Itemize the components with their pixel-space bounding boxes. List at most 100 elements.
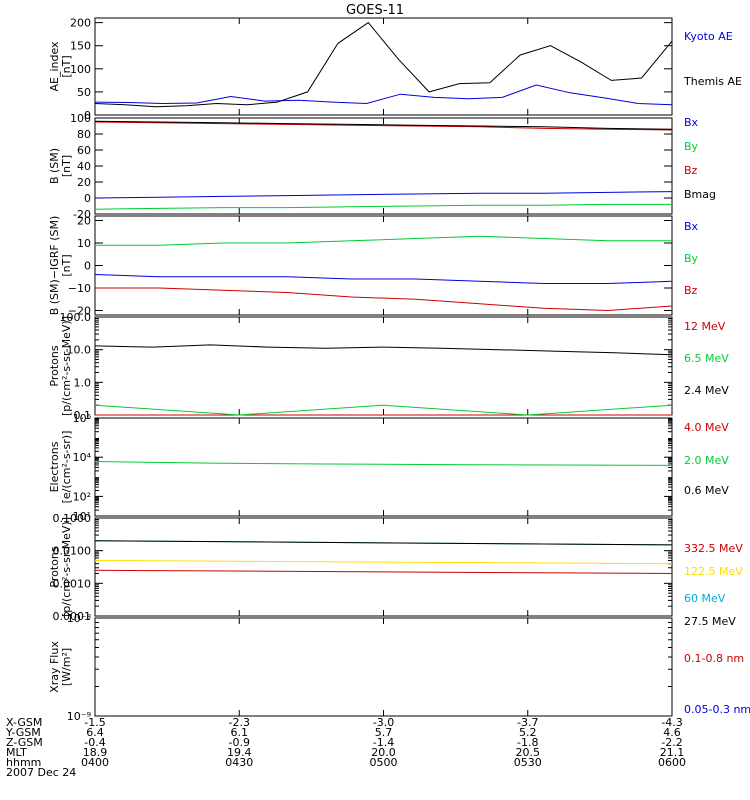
y-tick-label: −20 [68,305,91,318]
series-line-By [94,203,672,210]
legend-label: Kyoto AE [684,30,733,43]
panel-frame [94,617,673,717]
legend-label: Bz [684,164,698,177]
y-tick-label: 50 [77,86,91,99]
series-line-Themis-AE [94,21,673,108]
legend-label: By [684,252,699,265]
legend-label: 4.0 MeV [684,421,729,434]
series-line-122_5-MeV [94,560,673,565]
y-tick-label: 0.1000 [53,512,92,525]
y-tick-label: 10⁴ [73,451,92,464]
panel-frame [94,417,673,517]
y-tick-label: 0 [84,192,91,205]
legend-label: 332.5 MeV [684,542,743,555]
footer-row-label: hhmm [6,756,41,769]
legend-label: 27.5 MeV [684,615,736,628]
series-line-27_5-MeV [94,540,673,546]
y-axis-label: Electrons [48,441,61,492]
panel-4: 0.1 1.0 10.0 100.0 Protons [p/(cm²-s-sr-MeV)]… [48,311,729,422]
footer-row-label: MLT [6,746,27,759]
footer-row-value: -3.7 [517,716,538,729]
y-tick-label: 0 [84,109,91,122]
footer-row-value: 0600 [658,756,686,769]
panel-frame [94,117,673,215]
legend-label: 0.6 MeV [684,484,729,497]
series-line-Bx [94,274,673,284]
y-tick-label: 80 [77,128,91,141]
footer-row-value: 20.5 [516,746,541,759]
footer-row-value: 20.0 [371,746,396,759]
legend-label: 2.0 MeV [684,454,729,467]
y-axis-label: [nT] [60,254,73,276]
series-line-Bmag [94,120,673,130]
y-axis-label: [nT] [60,155,73,177]
footer-row-label: Z-GSM [6,736,43,749]
y-tick-label: 10² [73,490,91,503]
footer-row-value: -1.8 [517,736,538,749]
y-tick-label: 10 [77,237,91,250]
y-tick-label: 200 [70,17,91,30]
series-line-6_5-MeV [94,404,673,416]
legend-label: 12 MeV [684,320,726,333]
y-tick-label: 10⁻⁹ [67,710,91,723]
footer-date: 2007 Dec 24 [6,766,76,779]
footer-row-value: 0500 [370,756,398,769]
y-tick-label: 150 [70,40,91,53]
footer-row-value: 0430 [225,756,253,769]
footer-row-value: 21.1 [660,746,685,759]
legend-label: 2.4 MeV [684,384,729,397]
y-axis-label: B (SM)−IGRF (SM) [48,216,61,316]
footer-row-value: -1.4 [373,736,394,749]
panel-1: 0 50 100 150 200 AE_index [nT] Kyoto AE Themis A… [48,17,742,122]
y-tick-label: 0.0100 [53,545,92,558]
footer-row-value: -0.4 [84,736,105,749]
y-axis-label: [W/m²] [60,648,73,686]
y-tick-label: 0.0001 [53,610,92,623]
legend-label: Bz [684,284,698,297]
legend-label: Bx [684,116,699,129]
footer-row-value: -1.5 [84,716,105,729]
footer-row-value: -4.3 [661,716,682,729]
legend-label: Themis AE [683,75,742,88]
legend-label: Bmag [684,188,716,201]
y-axis-label: [nT] [60,55,73,77]
footer-row-value: 6.4 [86,726,104,739]
y-tick-label: 0 [84,260,91,273]
y-tick-label: 0.0010 [53,577,92,590]
y-tick-label: 100.0 [60,311,92,324]
footer-axis-labels: X-GSM -1.5 -2.3 -3.0 -3.7 -4.3 Y-GSM 6.4 6.1 5.7 5… [5,716,686,779]
footer-row-label: X-GSM [6,716,42,729]
y-tick-label: 1.0 [74,376,92,389]
footer-row-value: -2.2 [661,736,682,749]
panel-frame [94,215,673,316]
y-tick-label: −10 [68,282,91,295]
y-tick-label: 60 [77,144,91,157]
y-axis-label: Protons [48,546,61,587]
y-axis-label: Xray Flux [48,641,61,693]
y-tick-label: -20 [73,208,91,221]
y-tick-label: 20 [77,176,91,189]
footer-row-value: 5.2 [519,726,537,739]
series-line-2_4-MeV [94,344,673,356]
y-axis-label: [e/(cm²-s-sr)] [60,431,73,504]
y-tick-label: 100 [70,112,91,125]
footer-row-value: 18.9 [83,746,108,759]
legend-label: 0.05-0.3 nm [684,703,750,716]
y-axis-label: [p/(cm²-s-sr-MeV)] [60,517,73,617]
footer-row-value: 19.4 [227,746,252,759]
legend-label: 60 MeV [684,592,726,605]
legend-label: 6.5 MeV [684,352,729,365]
series-line-332_5-MeV [94,569,673,574]
footer-row-value: 5.7 [375,726,393,739]
footer-row-value: -2.3 [229,716,250,729]
series-line-By [95,235,672,246]
panel-frame [94,316,673,416]
footer-row-value: -0.9 [229,736,250,749]
footer-row-label: Y-GSM [5,726,41,739]
series-line-Bz [95,287,673,312]
y-tick-label: 0.1 [74,409,92,422]
footer-row-value: 4.6 [663,726,681,739]
footer-row-value: -3.0 [373,716,394,729]
y-tick-label: 10.0 [67,344,92,357]
